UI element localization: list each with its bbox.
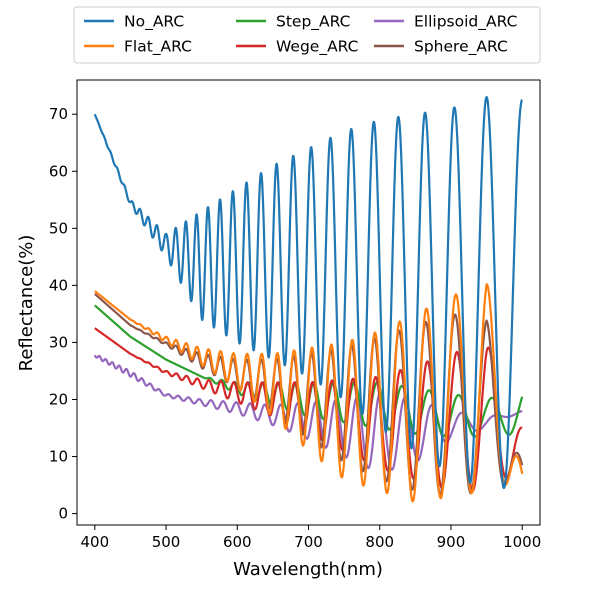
x-tick-label: 800: [365, 533, 394, 551]
legend-label: Step_ARC: [276, 13, 350, 32]
y-tick-label: 0: [58, 505, 68, 523]
x-tick-label: 600: [223, 533, 252, 551]
series-line-wege-arc: [93, 327, 524, 492]
legend-label: No_ARC: [124, 13, 184, 32]
y-tick-label: 60: [49, 162, 68, 180]
legend-label: Ellipsoid_ARC: [414, 13, 517, 32]
x-axis: 400 500 600 700 800 900 1000: [80, 525, 541, 551]
y-tick-label: 70: [49, 105, 68, 123]
y-tick-label: 50: [49, 219, 68, 237]
y-axis: 0 10 20 30 40 50 60 70: [49, 105, 77, 523]
series-line-no-arc: [93, 96, 524, 490]
series-line-flat-arc: [93, 283, 524, 503]
legend-label: Wege_ARC: [276, 38, 359, 57]
legend-label: Flat_ARC: [124, 38, 192, 57]
legend: No_ARC Flat_ARC Step_ARC Wege_ARC Ellipsoid_…: [73, 6, 541, 64]
y-tick-label: 10: [49, 448, 68, 466]
y-axis-label: Reflectance(%): [16, 235, 37, 372]
legend-box: [73, 6, 541, 64]
legend-label: Sphere_ARC: [414, 38, 508, 57]
legend-items: No_ARC Flat_ARC Step_ARC Wege_ARC Ellipsoid_…: [84, 13, 517, 57]
x-tick-label: 1000: [503, 533, 541, 551]
y-tick-label: 40: [49, 276, 68, 294]
x-axis-label: Wavelength(nm): [233, 559, 383, 580]
series-line-ellipsoid-arc: [93, 354, 524, 471]
y-tick-label: 20: [49, 390, 68, 408]
y-tick-label: 30: [49, 333, 68, 351]
x-tick-label: 700: [294, 533, 323, 551]
series-layer: [93, 96, 524, 503]
x-tick-label: 500: [152, 533, 181, 551]
x-tick-label: 900: [437, 533, 466, 551]
x-tick-label: 400: [80, 533, 109, 551]
